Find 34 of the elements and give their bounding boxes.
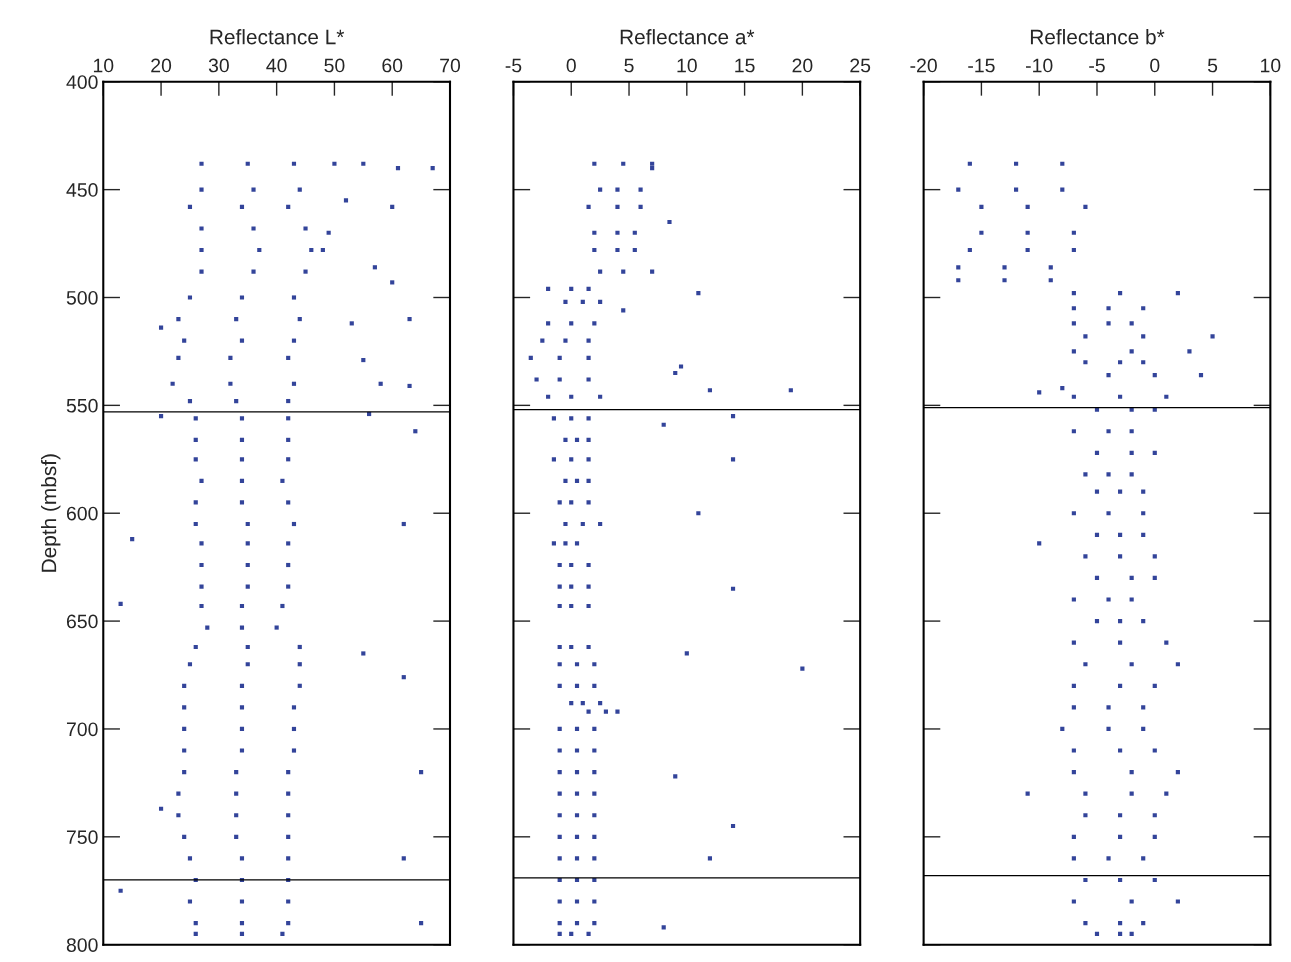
y-tick-label: 600 — [66, 506, 98, 521]
x-tick-label: -5 — [1089, 58, 1105, 73]
y-tick-label: 750 — [66, 830, 98, 845]
x-tick-label: 50 — [324, 58, 345, 73]
x-tick-label: 20 — [151, 58, 172, 73]
x-tick-label: 10 — [1261, 58, 1281, 73]
x-axis-title: Reflectance a* — [620, 29, 755, 45]
x-tick-label: 5 — [1207, 58, 1218, 73]
y-tick-label: 650 — [66, 614, 98, 629]
x-axis-title: Reflectance b* — [1030, 29, 1165, 45]
x-tick-label: -5 — [505, 58, 522, 73]
x-tick-label: -20 — [910, 58, 937, 73]
x-tick-label: 30 — [208, 58, 229, 73]
y-tick-label: 550 — [66, 398, 98, 413]
y-tick-label: 800 — [66, 938, 98, 952]
x-tick-label: 0 — [1150, 58, 1160, 73]
y-tick-label: 700 — [66, 722, 98, 737]
y-axis-title: Depth (mbsf) — [41, 454, 61, 572]
y-tick-label: 400 — [66, 75, 98, 90]
x-tick-label: -15 — [968, 58, 995, 73]
x-tick-label: 0 — [566, 58, 576, 73]
x-tick-label: 10 — [93, 58, 114, 73]
y-tick-label: 500 — [66, 290, 98, 305]
x-tick-label: 40 — [266, 58, 287, 73]
x-tick-label: 25 — [850, 58, 871, 73]
x-tick-label: 70 — [440, 58, 461, 73]
x-tick-label: 20 — [792, 58, 813, 73]
x-tick-label: 15 — [735, 58, 755, 73]
x-tick-label: 60 — [382, 58, 403, 73]
x-axis-title: Reflectance L* — [210, 29, 345, 45]
x-tick-label: -10 — [1026, 58, 1053, 73]
x-tick-label: 10 — [677, 58, 697, 73]
x-tick-label: 5 — [624, 58, 634, 73]
y-tick-label: 450 — [66, 183, 98, 197]
